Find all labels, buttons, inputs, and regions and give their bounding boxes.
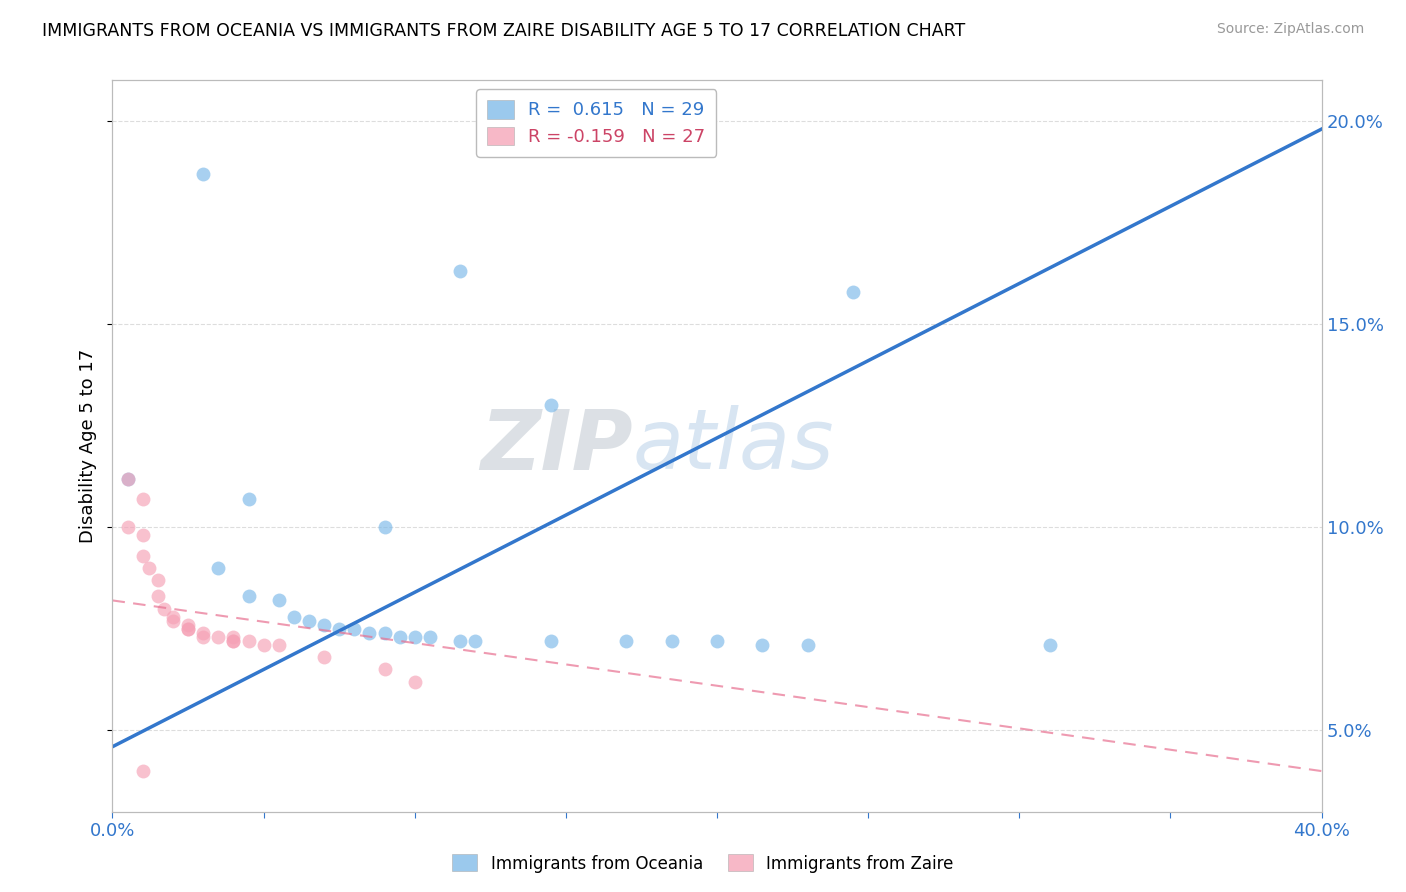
Point <box>374 520 396 534</box>
Point <box>177 617 200 632</box>
Point <box>404 630 426 644</box>
Point <box>117 471 139 485</box>
Point <box>796 638 818 652</box>
Point <box>191 167 214 181</box>
Point <box>616 634 638 648</box>
Point <box>343 622 366 636</box>
Point <box>238 491 260 506</box>
Point <box>540 634 562 648</box>
Point <box>314 650 336 665</box>
Point <box>132 491 155 506</box>
Point <box>314 617 336 632</box>
Point <box>207 630 229 644</box>
Point <box>153 601 176 615</box>
Point <box>222 630 245 644</box>
Point <box>661 634 683 648</box>
Point <box>132 764 155 778</box>
Text: ZIP: ZIP <box>479 406 633 486</box>
Point <box>191 626 214 640</box>
Point <box>267 593 290 607</box>
Point <box>404 674 426 689</box>
Point <box>842 285 865 299</box>
Point <box>138 561 160 575</box>
Point <box>298 614 321 628</box>
Text: Source: ZipAtlas.com: Source: ZipAtlas.com <box>1216 22 1364 37</box>
Point <box>328 622 350 636</box>
Point <box>253 638 276 652</box>
Text: atlas: atlas <box>633 406 834 486</box>
Text: IMMIGRANTS FROM OCEANIA VS IMMIGRANTS FROM ZAIRE DISABILITY AGE 5 TO 17 CORRELAT: IMMIGRANTS FROM OCEANIA VS IMMIGRANTS FR… <box>42 22 966 40</box>
Point <box>359 626 381 640</box>
Point <box>267 638 290 652</box>
Legend: Immigrants from Oceania, Immigrants from Zaire: Immigrants from Oceania, Immigrants from… <box>446 847 960 880</box>
Point <box>419 630 441 644</box>
Point <box>207 561 229 575</box>
Point <box>238 590 260 604</box>
Point <box>222 634 245 648</box>
Point <box>374 663 396 677</box>
Point <box>706 634 728 648</box>
Point <box>162 614 184 628</box>
Point <box>1038 638 1062 652</box>
Point <box>162 609 184 624</box>
Point <box>238 634 260 648</box>
Point <box>374 626 396 640</box>
Y-axis label: Disability Age 5 to 17: Disability Age 5 to 17 <box>79 349 97 543</box>
Point <box>177 622 200 636</box>
Point <box>132 549 155 563</box>
Point <box>146 590 169 604</box>
Point <box>177 622 200 636</box>
Point <box>117 520 139 534</box>
Point <box>449 264 471 278</box>
Point <box>283 609 305 624</box>
Point <box>117 471 139 485</box>
Point <box>146 573 169 587</box>
Point <box>449 634 471 648</box>
Point <box>751 638 773 652</box>
Legend: R =  0.615   N = 29, R = -0.159   N = 27: R = 0.615 N = 29, R = -0.159 N = 27 <box>477 89 716 157</box>
Point <box>540 398 562 412</box>
Point <box>388 630 411 644</box>
Point <box>222 634 245 648</box>
Point <box>191 630 214 644</box>
Point <box>132 528 155 542</box>
Point <box>464 634 486 648</box>
